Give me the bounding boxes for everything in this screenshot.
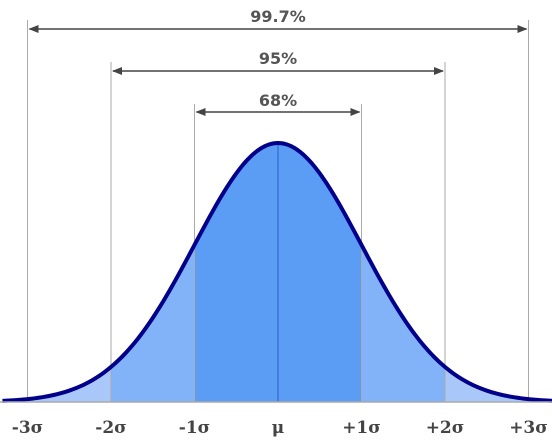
sigma-guide-lines — [27, 20, 529, 402]
percentage-arrows: 68% 95% 99.7% — [28, 7, 528, 116]
shaded-regions — [2, 143, 552, 402]
sigma-tick-label: +3σ — [509, 418, 548, 438]
sigma-tick-label: -2σ — [95, 418, 126, 438]
band-arrow: 95% — [112, 49, 444, 75]
bell-curve — [2, 141, 552, 403]
sigma-tick-label: +2σ — [426, 418, 465, 438]
sigma-tick-label: μ — [272, 418, 284, 438]
band-arrow: 99.7% — [28, 7, 528, 33]
band-arrow: 68% — [195, 91, 361, 116]
band-percentage-label: 99.7% — [250, 7, 306, 26]
sigma-tick-label: -3σ — [12, 418, 43, 438]
band-percentage-label: 68% — [259, 91, 297, 110]
sigma-tick-label: +1σ — [342, 418, 381, 438]
band-percentage-label: 95% — [259, 49, 297, 68]
sigma-tick-label: -1σ — [179, 418, 210, 438]
sigma-tick-labels: -3σ -2σ -1σ μ +1σ +2σ +3σ — [12, 418, 548, 438]
curve-layer — [2, 141, 552, 403]
